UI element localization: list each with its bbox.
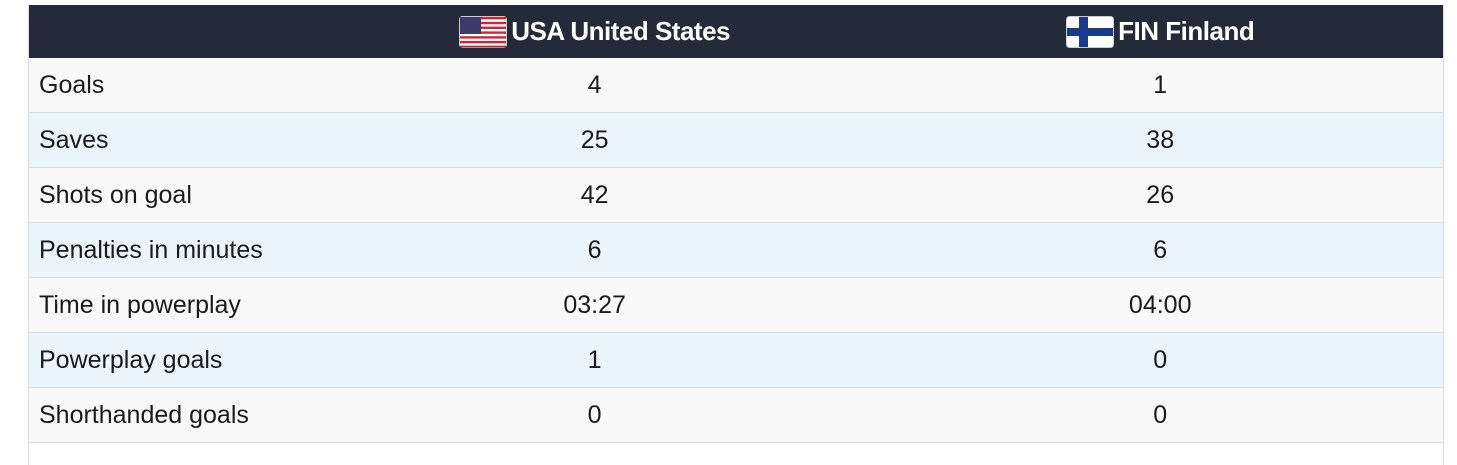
table-row: Shorthanded goals 0 0 xyxy=(29,388,1443,443)
header-cell: FIN Finland xyxy=(877,15,1443,48)
header-row: USA United States FIN Finland xyxy=(29,5,1443,58)
stat-label: Shots on goal xyxy=(39,180,192,209)
stat-value: 38 xyxy=(1146,125,1175,154)
stat-value: 0 xyxy=(1153,345,1168,374)
stat-value: 04:00 xyxy=(1128,290,1192,319)
stat-value: 4 xyxy=(587,70,602,99)
stat-label: Saves xyxy=(39,125,109,154)
header-cell: USA United States xyxy=(312,15,878,48)
stat-value: 42 xyxy=(580,180,609,209)
table-row: Powerplay goals 1 0 xyxy=(29,333,1443,388)
stat-value: 26 xyxy=(1146,180,1175,209)
stat-label: Goals xyxy=(39,70,105,99)
usa-flag xyxy=(459,15,508,48)
table-row: Penalties in minutes 6 6 xyxy=(29,223,1443,278)
stat-label: Penalties in minutes xyxy=(39,235,263,264)
table-row: Saves 25 38 xyxy=(29,113,1443,168)
team-name: FIN Finland xyxy=(1118,16,1255,46)
stat-label: Powerplay goals xyxy=(39,345,223,374)
table-row: Time in powerplay 03:27 04:00 xyxy=(29,278,1443,333)
stat-label: Time in powerplay xyxy=(39,290,241,319)
stat-label: Shorthanded goals xyxy=(39,400,249,429)
fin-flag xyxy=(1066,15,1115,48)
stat-value: 6 xyxy=(587,235,602,264)
stat-value: 1 xyxy=(1153,70,1168,99)
table-row: Shots on goal 42 26 xyxy=(29,168,1443,223)
stat-value: 1 xyxy=(587,345,602,374)
stat-value: 6 xyxy=(1153,235,1168,264)
stat-value: 25 xyxy=(580,125,609,154)
stats-table: USA United States FIN Finland Goals 4 1 Sav… xyxy=(28,5,1444,465)
stat-value: 0 xyxy=(587,400,602,429)
stat-value: 03:27 xyxy=(563,290,626,319)
team-name: USA United States xyxy=(511,16,730,46)
stat-value: 0 xyxy=(1153,400,1168,429)
table-row: Goals 4 1 xyxy=(29,58,1443,113)
table-body: Goals 4 1 Saves 25 38 Shots on goal 42 26 Penalti… xyxy=(29,58,1443,443)
